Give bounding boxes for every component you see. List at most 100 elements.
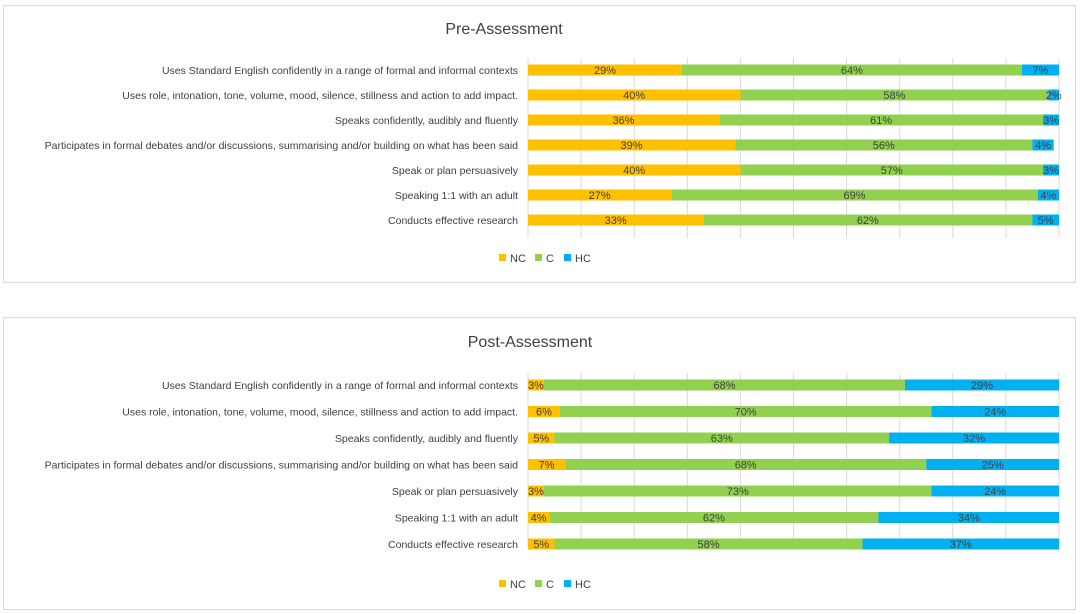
category-label: Uses Standard English confidently in a r… [162, 65, 518, 77]
data-label-nc: 3% [528, 486, 544, 498]
legend-label-c: C [546, 579, 554, 591]
legend-label-hc: HC [575, 253, 591, 265]
bar-nc [528, 432, 555, 444]
data-label-nc: 6% [536, 407, 552, 419]
legend-swatch-hc [564, 580, 571, 587]
bar-nc [528, 114, 720, 126]
bar-nc [528, 538, 555, 550]
legend-swatch-hc [564, 254, 571, 261]
bar-c [543, 485, 932, 497]
data-label-nc: 27% [589, 190, 611, 202]
bar-nc [528, 89, 741, 101]
bar-c [549, 512, 879, 523]
data-label-hc: 32% [963, 433, 985, 445]
chart-title: Post-Assessment [468, 334, 593, 351]
legend-swatch-nc [499, 254, 506, 261]
data-label-nc: 3% [528, 380, 544, 392]
legend-swatch-nc [499, 580, 506, 587]
data-label-hc: 3% [1043, 115, 1059, 127]
data-label-c: 58% [698, 539, 720, 551]
category-label: Speak or plan persuasively [392, 486, 519, 498]
legend-label-hc: HC [575, 579, 591, 591]
data-label-hc: 29% [971, 380, 993, 392]
data-label-c: 70% [735, 407, 757, 419]
bar-nc [528, 379, 544, 391]
bar-hc [1037, 189, 1059, 201]
data-label-hc: 24% [984, 486, 1006, 498]
category-label: Speaking 1:1 with an adult [395, 190, 518, 202]
data-label-c: 58% [883, 90, 905, 102]
data-label-c: 68% [713, 380, 735, 392]
bar-hc [1043, 164, 1059, 176]
bar-nc [528, 64, 682, 76]
category-label: Participates in formal debates and/or di… [45, 140, 519, 152]
data-label-hc: 5% [1038, 215, 1054, 227]
bar-nc [528, 459, 566, 470]
data-label-nc: 5% [533, 433, 549, 445]
category-label: Uses Standard English confidently in a r… [162, 380, 518, 392]
data-label-nc: 33% [605, 215, 627, 227]
data-label-c: 68% [735, 460, 757, 472]
data-label-c: 63% [711, 433, 733, 445]
bar-nc [528, 139, 736, 151]
bar-hc [878, 512, 1059, 523]
legend-label-nc: NC [510, 253, 526, 265]
data-label-c: 56% [873, 140, 895, 152]
data-label-c: 64% [841, 65, 863, 77]
bar-hc [889, 432, 1059, 444]
bar-hc [862, 538, 1059, 550]
bar-hc [1032, 214, 1059, 226]
bar-c [543, 379, 906, 391]
data-label-hc: 2% [1046, 90, 1062, 102]
data-label-nc: 29% [594, 65, 616, 77]
data-label-c: 73% [727, 486, 749, 498]
bar-c [703, 214, 1033, 226]
pre-assessment-plot: Pre-Assessment Uses Standard English con… [45, 21, 1062, 265]
category-label: Uses role, intonation, tone, volume, moo… [122, 407, 518, 419]
bar-hc [931, 406, 1059, 417]
data-label-hc: 24% [984, 407, 1006, 419]
bar-hc [1043, 114, 1059, 126]
bar-c [735, 139, 1033, 151]
category-label: Participates in formal debates and/or di… [45, 460, 519, 472]
data-label-c: 57% [881, 165, 903, 177]
data-label-hc: 34% [958, 513, 980, 525]
legend-swatch-c [535, 580, 542, 587]
data-label-c: 62% [703, 513, 725, 525]
legend-label-nc: NC [510, 579, 526, 591]
bar-c [681, 64, 1022, 76]
data-label-hc: 7% [1032, 65, 1048, 77]
bar-c [740, 164, 1044, 176]
category-label: Speak or plan persuasively [392, 165, 519, 177]
bar-c [554, 432, 890, 444]
pre-assessment-chart: Pre-Assessment Uses Standard English con… [3, 5, 1076, 283]
bar-nc [528, 164, 741, 176]
category-label: Conducts effective research [388, 215, 518, 227]
data-label-hc: 4% [1035, 140, 1051, 152]
data-label-nc: 39% [621, 140, 643, 152]
bar-hc [905, 379, 1059, 391]
data-label-c: 61% [870, 115, 892, 127]
bar-c [559, 406, 932, 417]
bar-nc [528, 406, 560, 417]
bar-hc [1048, 89, 1059, 101]
category-label: Speaks confidently, audibly and fluently [335, 433, 519, 445]
data-label-nc: 40% [623, 165, 645, 177]
data-label-c: 62% [857, 215, 879, 227]
bar-c [671, 189, 1038, 201]
data-label-nc: 40% [623, 90, 645, 102]
bar-nc [528, 189, 672, 201]
category-label: Speaks confidently, audibly and fluently [335, 115, 519, 127]
data-label-hc: 37% [950, 539, 972, 551]
bar-nc [528, 485, 544, 497]
bar-c [565, 459, 927, 470]
data-label-hc: 25% [982, 460, 1004, 472]
data-label-c: 69% [844, 190, 866, 202]
chart-title: Pre-Assessment [445, 21, 563, 38]
post-assessment-plot: Post-Assessment Uses Standard English co… [45, 334, 1060, 591]
bar-c [554, 538, 863, 550]
legend-swatch-c [535, 254, 542, 261]
bar-hc [926, 459, 1059, 470]
category-label: Conducts effective research [388, 539, 518, 551]
category-label: Uses role, intonation, tone, volume, moo… [122, 90, 518, 102]
